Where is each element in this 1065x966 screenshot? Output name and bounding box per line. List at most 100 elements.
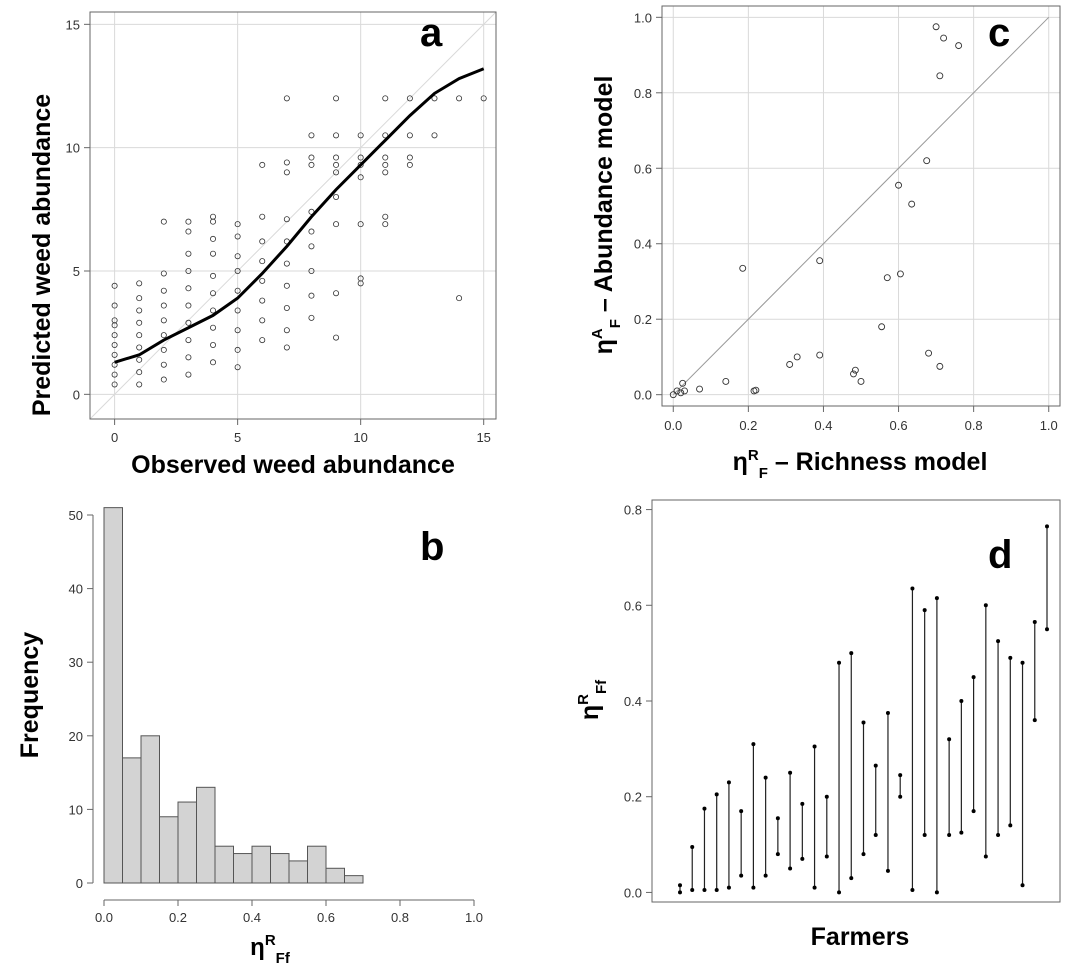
panel-c-reference-line: [672, 16, 1050, 396]
panel-d-range-min: [1020, 883, 1025, 888]
panel-d-letter: d: [988, 533, 1012, 577]
panel-a-point: [160, 287, 167, 294]
panel-c-x-label: ηRF – Richness model: [733, 447, 988, 482]
panel-a-point: [136, 280, 143, 287]
panel-c-x-tick-label: 1.0: [1040, 418, 1058, 433]
panel-a-y-tick-label: 10: [66, 141, 80, 156]
panel-d-range-min: [739, 873, 744, 878]
panel-d-range-max: [1020, 660, 1025, 665]
panel-a-point: [357, 221, 364, 228]
panel-a-point: [308, 292, 315, 299]
panel-a-point: [283, 344, 290, 351]
panel-b-bar: [103, 507, 123, 884]
panel-b-y-label: Frequency: [16, 632, 44, 759]
panel-a-point: [382, 132, 389, 139]
panel-c-letter: c: [988, 11, 1010, 55]
panel-b-bar: [196, 786, 216, 884]
panel-a-point: [308, 267, 315, 274]
panel-a-point: [111, 351, 118, 358]
panel-d-range-min: [837, 890, 842, 895]
panel-c-point: [677, 389, 685, 397]
panel-a-point: [185, 267, 192, 274]
panel-a-y-ticks: 0 5 10 15: [66, 17, 90, 402]
panel-a-point: [234, 287, 241, 294]
panel-a-point: [136, 332, 143, 339]
panel-d-range-min: [849, 876, 854, 881]
panel-d-range-max: [751, 742, 756, 747]
panel-a-point: [111, 282, 118, 289]
panel-a-point: [185, 337, 192, 344]
panel-a-point: [308, 314, 315, 321]
panel-b-y-tick-label: 30: [69, 655, 83, 670]
panel-a-point: [308, 132, 315, 139]
panel-a-point: [136, 369, 143, 376]
panel-d-range-max: [947, 737, 952, 742]
panel-b-y-ticks: 0 10 20 30 40 50: [69, 508, 93, 891]
panel-d-range-max: [1045, 524, 1049, 529]
panel-d-x-label: Farmers: [811, 923, 910, 951]
panel-d-range-min: [690, 888, 695, 893]
panel-d-range-min: [775, 852, 780, 857]
panel-d-range-min: [726, 885, 731, 890]
panel-a-point: [283, 304, 290, 311]
panel-d-range-min: [763, 873, 768, 878]
panel-a-x-tick-label: 0: [111, 430, 118, 445]
panel-a-point: [111, 332, 118, 339]
panel-a-point: [382, 221, 389, 228]
panel-d-range-max: [739, 809, 744, 814]
panel-a-point: [259, 161, 266, 168]
panel-b-bar: [251, 845, 271, 884]
panel-a-point: [357, 275, 364, 282]
panel-b-x-tick-label: 0.8: [391, 910, 409, 925]
panel-a-point: [136, 307, 143, 314]
panel-a-point: [259, 213, 266, 220]
panel-d-range-min: [812, 885, 817, 890]
panel-c-point: [925, 349, 933, 357]
panel-a-point: [185, 285, 192, 292]
panel-d-y-tick-label: 0.8: [624, 503, 642, 518]
panel-c-point: [936, 72, 944, 80]
panel-d-range-max: [788, 770, 793, 775]
panel-a-point: [210, 272, 217, 279]
panel-d-range-max: [885, 710, 890, 715]
panel-a-x-tick-label: 10: [353, 430, 367, 445]
panel-c-points: [669, 23, 963, 399]
panel-d-range-min: [934, 890, 939, 895]
panel-c-point: [673, 387, 681, 395]
panel-d-range-min: [702, 888, 707, 893]
panel-c-x-tick-label: 0.8: [965, 418, 983, 433]
panel-d-range-max: [983, 603, 988, 608]
panel-d-range-max: [1032, 620, 1037, 625]
panel-c-point: [940, 34, 948, 42]
panel-d-range-min: [714, 888, 719, 893]
panel-c-point: [739, 264, 747, 272]
panel-b-bar: [233, 853, 253, 884]
panel-d-range-min: [1032, 718, 1037, 723]
panel-c-point: [816, 257, 824, 265]
panel-a-point: [185, 250, 192, 257]
panel-d-range-min: [751, 885, 756, 890]
panel-d-range-max: [910, 586, 915, 591]
panel-b-bar: [270, 853, 290, 884]
panel-a-x-ticks: 0 5 10 15: [111, 419, 491, 445]
panel-c-point: [932, 23, 940, 31]
panel-d-range-max: [775, 816, 780, 821]
panel-a-x-tick-label: 5: [234, 430, 241, 445]
panel-b-bar: [159, 816, 179, 884]
panel-a-point: [185, 228, 192, 235]
panel-d-y-ticks: 0.0 0.2 0.4 0.6 0.8: [624, 503, 652, 900]
panel-a-point: [210, 213, 217, 220]
panel-a-x-label: Observed weed abundance: [131, 451, 455, 479]
panel-b-y-tick-label: 20: [69, 729, 83, 744]
panel-b-y-tick-label: 0: [76, 876, 83, 891]
panel-a-point: [456, 295, 463, 302]
panel-b-x-tick-label: 0.2: [169, 910, 187, 925]
panel-c-x-tick-label: 0.2: [739, 418, 757, 433]
panel-b: 0.0 0.2 0.4 0.6 0.8 1.0 0 10 20 30 40 50 ηRFf Freq…: [16, 507, 483, 966]
panel-b-bar: [288, 860, 308, 884]
panel-a-point: [406, 154, 413, 161]
panel-a-point: [136, 381, 143, 388]
panel-a-point: [308, 243, 315, 250]
panel-a-point: [382, 154, 389, 161]
panel-a-point: [234, 233, 241, 240]
